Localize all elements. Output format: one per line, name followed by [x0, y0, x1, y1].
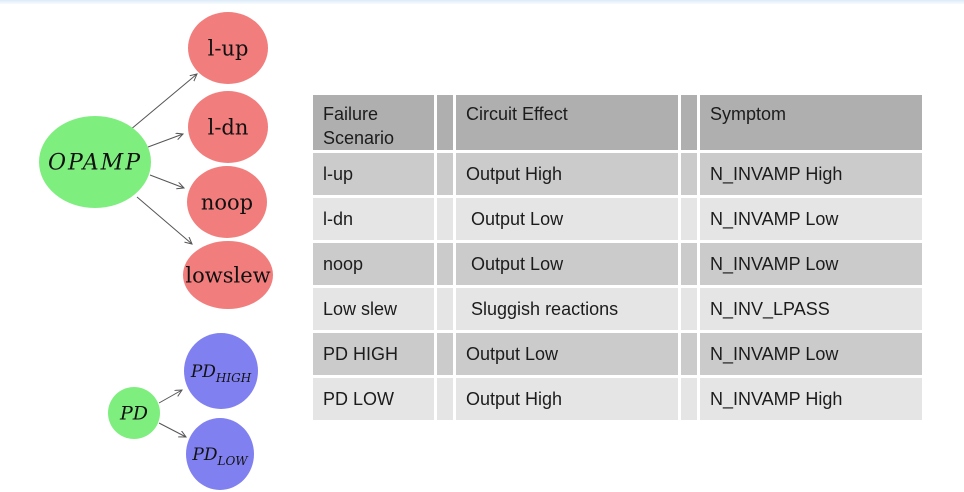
pdlow-node: [186, 418, 254, 490]
row-noop-spacer-1: [437, 243, 453, 285]
header-failure-scenario: Failure Scenario: [313, 95, 434, 150]
lowslew-node: [183, 241, 273, 309]
pd-node: [108, 387, 160, 439]
arrow-opamp-to-lup: [129, 74, 197, 131]
row-lowslew-scenario: Low slew: [313, 288, 434, 330]
row-pdhigh-scenario: PD HIGH: [313, 333, 434, 375]
row-noop-spacer-2: [681, 243, 697, 285]
row-noop-effect: Output Low: [456, 243, 678, 285]
ldn-node-label: l-dn: [208, 115, 249, 139]
pdlow-node-label: PDLOW: [191, 445, 249, 468]
pdhigh-node: [184, 333, 258, 409]
row-pdhigh-effect: Output Low: [456, 333, 678, 375]
row-lup-scenario: l-up: [313, 153, 434, 195]
lup-node-label: l-up: [208, 36, 249, 60]
row-lowslew-effect: Sluggish reactions: [456, 288, 678, 330]
row-lowslew-spacer-2: [681, 288, 697, 330]
arrow-pd-to-pdhigh: [158, 390, 182, 404]
row-noop-scenario: noop: [313, 243, 434, 285]
arrow-opamp-to-ldn: [147, 134, 183, 148]
row-ldn-symptom: N_INVAMP Low: [700, 198, 922, 240]
row-pdlow-spacer-2: [681, 378, 697, 420]
row-pdlow-symptom: N_INVAMP High: [700, 378, 922, 420]
row-ldn-effect: Output Low: [456, 198, 678, 240]
ldn-node: [188, 91, 268, 163]
row-pdhigh-spacer-2: [681, 333, 697, 375]
arrow-opamp-to-lowslew: [136, 196, 192, 244]
pdlow-label-main: PD: [191, 445, 217, 465]
row-ldn-scenario: l-dn: [313, 198, 434, 240]
row-pdlow-spacer-1: [437, 378, 453, 420]
opamp-node-label: OPAMP: [48, 151, 142, 176]
header-spacer-2: [681, 95, 697, 150]
row-lup-symptom: N_INVAMP High: [700, 153, 922, 195]
row-pdhigh-spacer-1: [437, 333, 453, 375]
row-pdlow-effect: Output High: [456, 378, 678, 420]
header-symptom: Symptom: [700, 95, 922, 150]
noop-node: [187, 166, 267, 238]
lup-node: [188, 12, 268, 84]
pd-node-label: PD: [119, 403, 148, 425]
row-pdlow-scenario: PD LOW: [313, 378, 434, 420]
arrow-pd-to-pdlow: [158, 422, 186, 437]
row-ldn-spacer-2: [681, 198, 697, 240]
arrow-opamp-to-noop: [149, 174, 184, 188]
failure-table: Failure Scenario Circuit Effect Symptom …: [313, 95, 922, 420]
lowslew-node-label: lowslew: [185, 263, 270, 287]
row-noop-symptom: N_INVAMP Low: [700, 243, 922, 285]
header-spacer-1: [437, 95, 453, 150]
row-pdhigh-symptom: N_INVAMP Low: [700, 333, 922, 375]
top-strip: [0, 0, 964, 4]
opamp-node: [39, 116, 151, 208]
row-lowslew-symptom: N_INV_LPASS: [700, 288, 922, 330]
row-lup-spacer-1: [437, 153, 453, 195]
noop-node-label: noop: [201, 190, 253, 214]
row-ldn-spacer-1: [437, 198, 453, 240]
row-lup-spacer-2: [681, 153, 697, 195]
header-circuit-effect: Circuit Effect: [456, 95, 678, 150]
row-lup-effect: Output High: [456, 153, 678, 195]
fault-tree-diagram: OPAMP l-up l-dn noop lowslew PD PDHIGH P…: [39, 12, 273, 490]
pdhigh-label-main: PD: [190, 362, 216, 382]
pdlow-label-sub: LOW: [216, 454, 249, 468]
pdhigh-node-label: PDHIGH: [190, 362, 252, 385]
row-lowslew-spacer-1: [437, 288, 453, 330]
pdhigh-label-sub: HIGH: [215, 371, 252, 385]
